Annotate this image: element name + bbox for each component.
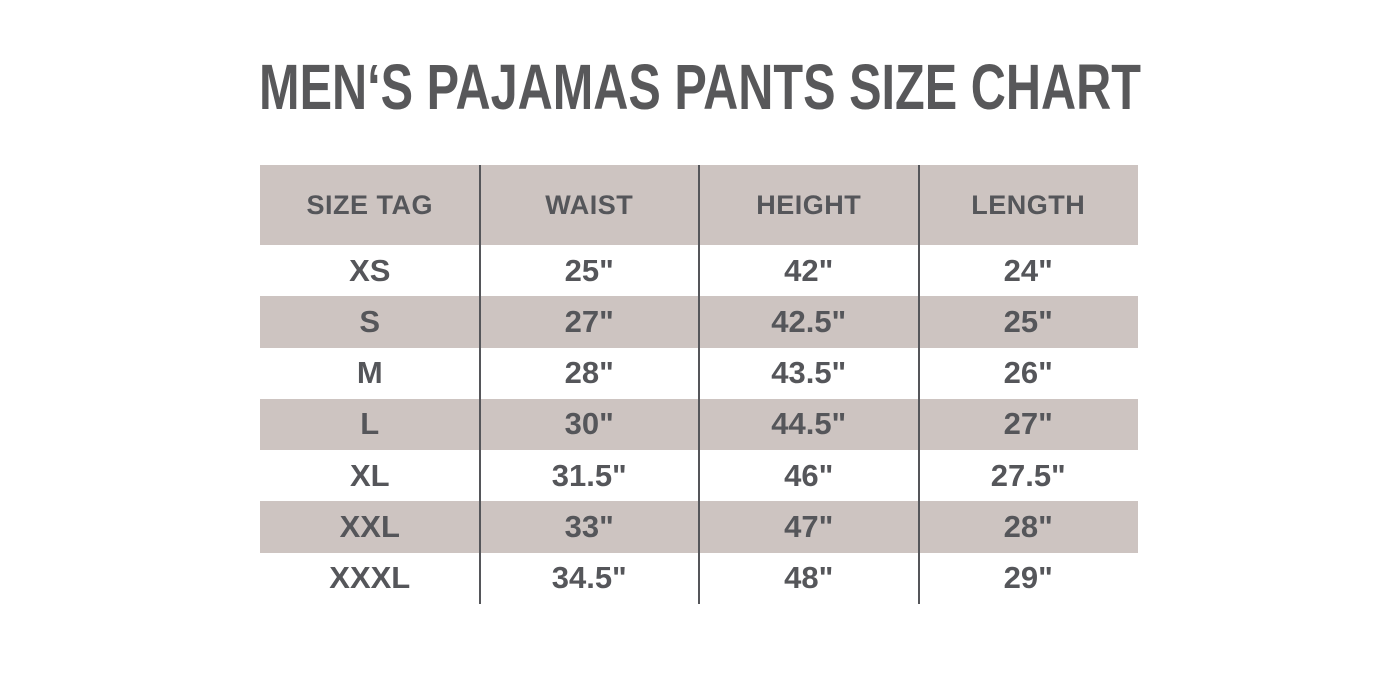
header-cell-waist: WAIST [479, 165, 699, 245]
cell-l-height: 44.5" [699, 398, 919, 451]
cell-xxxl-height: 48" [784, 560, 834, 596]
cell-m-height: 43.5" [771, 355, 847, 391]
cell-m-length: 26" [1003, 355, 1053, 391]
cell-xl-length: 27.5" [990, 457, 1066, 493]
cell-s-length: 25" [918, 296, 1138, 348]
cell-xl-height: 46" [784, 457, 834, 493]
cell-xxl-length: 28" [918, 501, 1138, 553]
cell-xxl-height: 47" [699, 501, 919, 553]
cell-l-length: 27" [918, 398, 1138, 451]
cell-xs-size: XS [349, 252, 391, 288]
cell-s-size: S [260, 296, 480, 348]
column-divider [698, 165, 700, 604]
cell-xxxl-size: XXXL [329, 560, 411, 596]
cell-xxl-waist: 33" [479, 501, 699, 553]
header-cell-length: LENGTH [918, 165, 1138, 245]
header-cell-size-tag: SIZE TAG [260, 165, 480, 245]
column-divider [917, 165, 920, 604]
size-chart-table: SIZE TAG WAIST HEIGHT LENGTH XS 25" 42" … [260, 165, 1138, 604]
cell-xxl-size: XXL [260, 501, 480, 553]
cell-m-size: M [356, 355, 383, 391]
cell-s-height: 42.5" [699, 296, 919, 348]
cell-xs-waist: 25" [564, 252, 614, 288]
size-chart-grid: SIZE TAG WAIST HEIGHT LENGTH XS 25" 42" … [260, 165, 1138, 604]
cell-l-waist: 30" [479, 398, 699, 451]
cell-m-waist: 28" [564, 355, 614, 391]
cell-xl-waist: 31.5" [551, 457, 627, 493]
header-cell-height: HEIGHT [699, 165, 919, 245]
cell-xs-height: 42" [784, 252, 834, 288]
cell-xxxl-length: 29" [1003, 560, 1053, 596]
column-divider [478, 165, 481, 604]
cell-s-waist: 27" [479, 296, 699, 348]
cell-xs-length: 24" [1003, 252, 1053, 288]
cell-l-size: L [260, 398, 480, 451]
cell-xxxl-waist: 34.5" [551, 560, 627, 596]
cell-xl-size: XL [349, 457, 390, 493]
page-title: MEN‘S PAJAMAS PANTS SIZE CHART [259, 51, 1141, 123]
